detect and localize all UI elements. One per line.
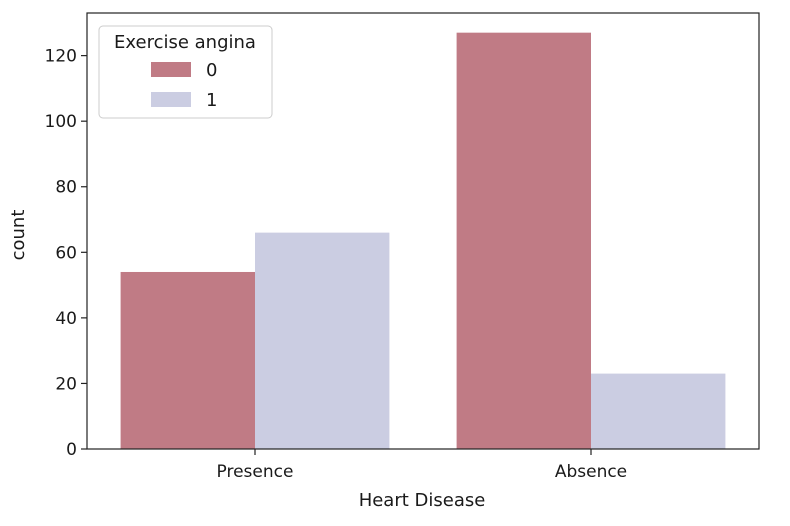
y-tick-label: 20 <box>55 374 77 394</box>
bar-absence-series-0 <box>456 32 591 449</box>
y-tick-label: 80 <box>55 178 77 198</box>
y-tick-label: 0 <box>66 440 77 460</box>
bar-presence-series-1 <box>255 232 390 449</box>
y-axis-label: count <box>8 210 29 261</box>
y-tick-label: 40 <box>55 309 77 329</box>
x-tick-label-presence: Presence <box>217 462 294 482</box>
y-tick-label: 60 <box>55 243 77 263</box>
bars-layer <box>120 32 726 449</box>
legend: Exercise angina 01 <box>98 25 273 119</box>
legend-label-0: 0 <box>206 60 217 81</box>
x-axis-label: Heart Disease <box>359 490 486 511</box>
legend-entries: 01 <box>151 60 217 111</box>
legend-swatch-0 <box>151 62 191 77</box>
legend-label-1: 1 <box>206 90 217 111</box>
axes-layer: 0 20 40 60 80 100 120 Presence Absence <box>45 12 760 482</box>
x-tick-label-absence: Absence <box>555 462 627 482</box>
legend-swatch-1 <box>151 92 191 107</box>
plot-frame <box>86 12 760 450</box>
legend-title: Exercise angina <box>114 32 256 53</box>
bar-presence-series-0 <box>120 271 255 449</box>
y-tick-label: 100 <box>45 112 77 132</box>
bar-absence-series-1 <box>591 373 726 449</box>
y-tick-label: 120 <box>45 47 77 67</box>
